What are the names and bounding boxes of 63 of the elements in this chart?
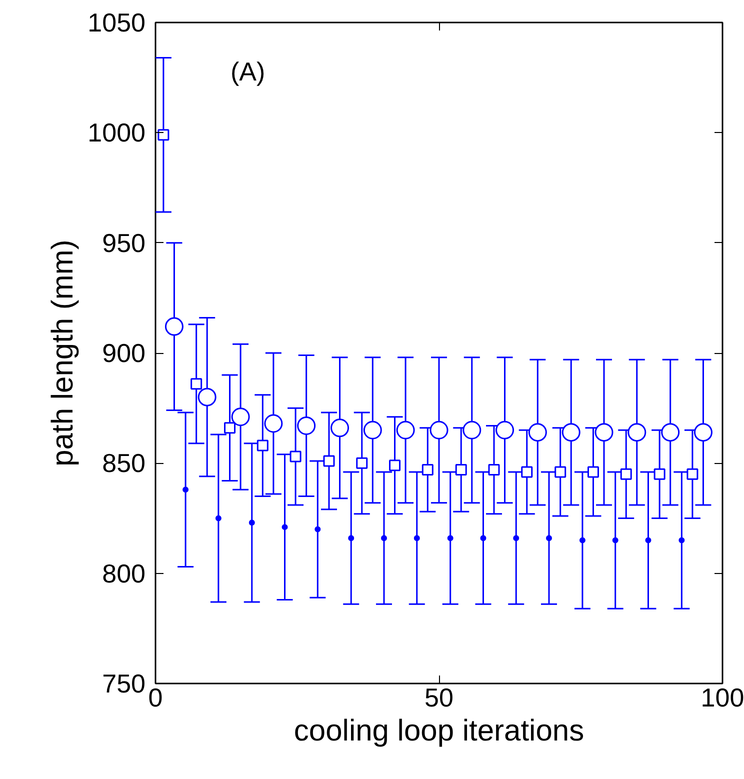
- point: [198, 388, 216, 406]
- point: [330, 418, 350, 438]
- point: [348, 535, 354, 542]
- point: [215, 515, 222, 522]
- point: [231, 408, 250, 426]
- point: [430, 420, 448, 440]
- y-tick-label: 800: [102, 558, 146, 588]
- point: [562, 423, 580, 442]
- point: [587, 466, 599, 478]
- point: [224, 422, 236, 434]
- y-tick-label: 1000: [88, 118, 146, 148]
- y-tick-label: 900: [102, 338, 146, 368]
- point: [645, 537, 652, 544]
- point: [248, 520, 255, 526]
- point: [264, 414, 283, 433]
- y-tick-label: 850: [102, 448, 146, 478]
- point: [164, 317, 184, 336]
- point: [579, 537, 586, 544]
- point: [389, 460, 401, 472]
- point: [297, 416, 316, 435]
- point: [480, 535, 486, 542]
- x-tick-label: 50: [424, 682, 454, 712]
- point: [628, 423, 646, 442]
- point: [314, 526, 321, 532]
- point: [488, 464, 500, 476]
- point: [323, 455, 335, 467]
- point: [455, 464, 467, 476]
- point: [422, 464, 434, 476]
- point: [190, 378, 202, 390]
- x-axis-title: cooling loop iterations: [294, 714, 584, 748]
- point: [678, 537, 685, 544]
- point: [363, 420, 382, 440]
- x-tick-label: 0: [148, 682, 163, 712]
- point: [396, 420, 415, 440]
- point: [158, 129, 170, 141]
- point: [290, 450, 302, 462]
- point: [256, 440, 268, 452]
- y-axis-title: path length (mm): [46, 240, 80, 466]
- point: [496, 420, 514, 440]
- point: [546, 535, 552, 542]
- point: [686, 468, 698, 480]
- y-tick-label: 1050: [88, 8, 146, 38]
- point: [528, 423, 547, 442]
- annotation: (A): [230, 56, 266, 86]
- y-tick-label: 750: [102, 668, 146, 698]
- point: [554, 466, 566, 478]
- point: [381, 535, 387, 542]
- point: [462, 420, 482, 440]
- point: [182, 486, 189, 493]
- point: [654, 468, 666, 480]
- point: [513, 535, 520, 542]
- point: [356, 457, 368, 469]
- point: [282, 524, 288, 530]
- point: [521, 466, 533, 478]
- x-tick-label: 100: [700, 682, 744, 712]
- point: [447, 535, 454, 542]
- y-tick-label: 950: [102, 228, 146, 258]
- point: [620, 468, 632, 480]
- point: [661, 423, 680, 442]
- point: [594, 423, 614, 442]
- point: [612, 537, 618, 544]
- point: [414, 535, 420, 542]
- point: [694, 423, 712, 442]
